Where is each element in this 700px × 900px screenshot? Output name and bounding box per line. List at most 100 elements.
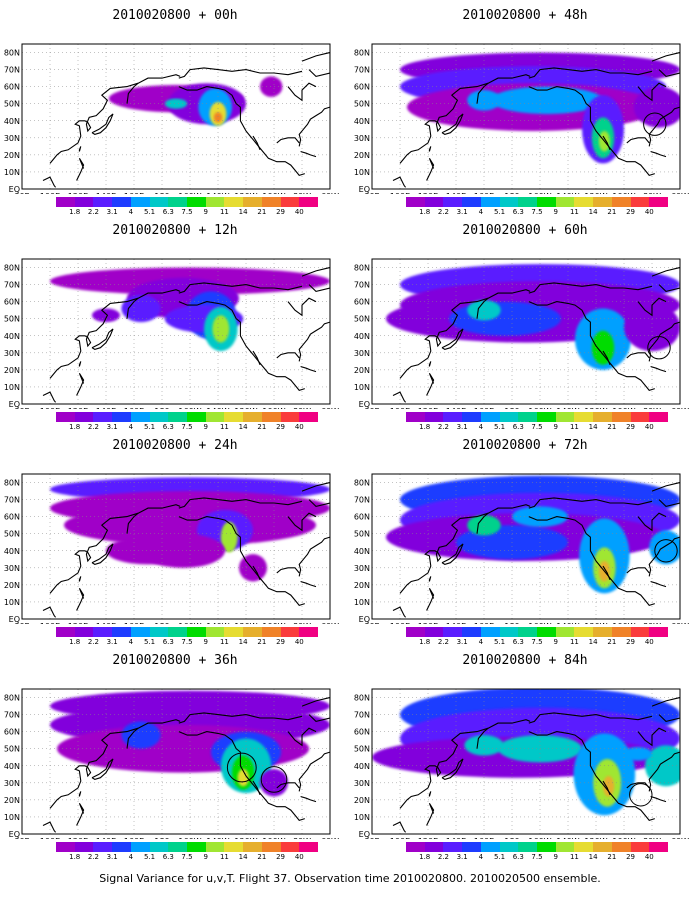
colorbar-label: 9 [553, 423, 558, 431]
colorbar-label: 29 [276, 853, 286, 861]
colorbar-label: 11 [569, 853, 579, 861]
colorbar-label: 21 [607, 423, 617, 431]
lat-tick-label: 20N [4, 796, 20, 805]
coastline [276, 352, 300, 359]
coastline [648, 751, 680, 792]
coastline [392, 606, 407, 618]
lon-tick-label: 160E [124, 837, 144, 839]
coastline [650, 365, 667, 373]
lon-tick-label: 80E [364, 192, 379, 194]
colorbar-swatch [130, 842, 150, 852]
colorbar-swatch [280, 197, 300, 207]
coastline [528, 497, 653, 509]
lat-tick-label: 80N [4, 49, 20, 58]
colorbar-label: 29 [276, 208, 286, 216]
lon-tick-label: 120E [418, 837, 438, 839]
colorbar-label: 4 [128, 208, 134, 216]
coastline [252, 565, 261, 581]
lon-tick-label: 100W [612, 192, 635, 194]
lat-tick-label: 10N [354, 168, 370, 177]
coastline [252, 350, 261, 366]
lon-tick-label: 160W [528, 407, 551, 409]
coastline [287, 512, 317, 532]
variance-contour [591, 330, 615, 365]
coastline [252, 135, 261, 151]
lon-tick-label: 100W [612, 622, 635, 624]
lat-tick-label: 40N [354, 117, 370, 126]
coastline [276, 782, 300, 789]
lat-tick-label: 20N [4, 151, 20, 160]
coastline [91, 328, 114, 350]
lat-tick-label: 50N [4, 100, 20, 109]
lat-tick-label: 70N [354, 281, 370, 290]
colorbar-label: 5.1 [493, 208, 506, 216]
lon-tick-label: 160W [528, 192, 551, 194]
lon-tick-label: 80W [643, 622, 661, 624]
coastline [651, 696, 680, 723]
colorbar-swatch [574, 197, 594, 207]
colorbar-swatch [74, 842, 94, 852]
coastline [441, 113, 464, 135]
variance-contour [624, 747, 652, 761]
coastline [300, 580, 317, 588]
colorbar-swatch [480, 627, 500, 637]
colorbar-label: 21 [607, 853, 617, 861]
colorbar [56, 412, 319, 422]
coastline [441, 328, 464, 350]
colorbar-label: 21 [607, 638, 617, 646]
lon-tick-label: 160E [474, 192, 494, 194]
colorbar-swatch [168, 627, 188, 637]
colorbar-labels: 1.8 2.2 3.1 4 5.1 6.3 7.5 9 11 14 21 29 40 [406, 853, 668, 862]
coastline [91, 113, 114, 135]
colorbar-label: 1.8 [419, 638, 431, 646]
colorbar-label: 4 [128, 853, 134, 861]
lon-tick-label: 140W [206, 407, 229, 409]
colorbar-swatch [593, 197, 612, 207]
lon-tick-label: 140E [96, 407, 116, 409]
colorbar-label: 2.2 [437, 853, 449, 861]
lon-tick-label: 80W [643, 192, 661, 194]
lat-tick-label: 10N [354, 813, 370, 822]
map-panel-p12: 2010020800 + 12h 80N 70N 60N 50N 40N 30N 20N 10N… [0, 217, 350, 432]
lon-tick-label: 80E [364, 407, 379, 409]
coastline [637, 727, 667, 747]
colorbar-swatch [205, 842, 225, 852]
colorbar-swatch [424, 197, 444, 207]
colorbar-label: 11 [219, 638, 229, 646]
colorbar-swatch [187, 627, 206, 637]
colorbar-swatch [243, 842, 262, 852]
lon-tick-label: 100E [390, 837, 410, 839]
coastline [298, 321, 330, 362]
colorbar-label: 11 [569, 638, 579, 646]
coastline [76, 588, 85, 611]
colorbar-swatch [299, 842, 319, 852]
coastline [637, 82, 667, 102]
lon-tick-label: 80W [293, 192, 311, 194]
lon-tick-label: 80E [364, 622, 379, 624]
coastline [637, 512, 667, 532]
colorbar-swatch [149, 627, 169, 637]
colorbar-swatch [224, 412, 244, 422]
colorbar-label: 9 [553, 208, 558, 216]
lon-tick-label: 160E [474, 407, 494, 409]
panel-title: 2010020800 + 12h [112, 223, 238, 238]
colorbar-swatch [443, 197, 463, 207]
coastline [91, 758, 114, 780]
colorbar-swatch [299, 412, 319, 422]
colorbar-label: 1.8 [419, 423, 431, 431]
coastline [399, 719, 531, 809]
colorbar-swatch [243, 412, 262, 422]
colorbar-labels: 1.8 2.2 3.1 4 5.1 6.3 7.5 9 11 14 21 29 40 [56, 638, 318, 647]
coastline [428, 576, 432, 582]
lon-tick-label: 180 [504, 192, 519, 194]
coastline [648, 106, 680, 147]
colorbar-label: 7.5 [531, 638, 543, 646]
coastline [426, 803, 435, 826]
colorbar-labels: 1.8 2.2 3.1 4 5.1 6.3 7.5 9 11 14 21 29 40 [56, 853, 318, 862]
map-panel-p48: 2010020800 + 48h 80N 70N 60N 50N 40N 30N 20N 10N… [350, 2, 700, 217]
lat-tick-label: 70N [354, 711, 370, 720]
lon-tick-label: 140W [556, 622, 579, 624]
colorbar-swatch [299, 627, 319, 637]
lon-tick-label: 120W [234, 192, 257, 194]
colorbar-label: 4 [478, 853, 484, 861]
